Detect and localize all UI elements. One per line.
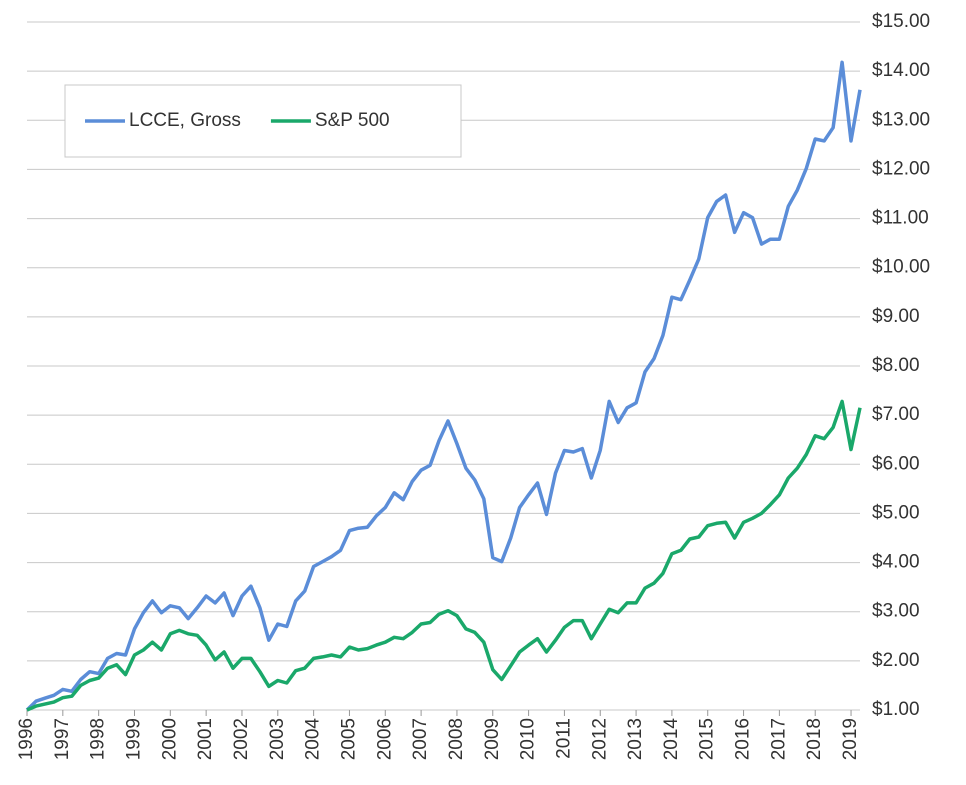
y-tick-label: $3.00 <box>872 601 920 622</box>
x-tick-label: 2010 <box>518 718 539 760</box>
x-tick-label: 2019 <box>840 718 861 760</box>
y-tick-label: $2.00 <box>872 650 920 671</box>
x-tick-label: 2008 <box>446 718 467 760</box>
legend-box <box>64 84 462 158</box>
x-tick-label: 2004 <box>303 718 324 761</box>
x-tick-label: 2017 <box>768 718 789 760</box>
x-tick-label: 2003 <box>267 718 288 760</box>
series-line <box>25 60 862 712</box>
x-tick-label: 2013 <box>625 718 646 760</box>
y-tick-label: $12.00 <box>872 158 930 179</box>
x-tick-label: 2009 <box>482 718 503 760</box>
x-tick-label: 2011 <box>553 718 574 759</box>
x-tick-label: 1999 <box>123 718 144 760</box>
y-tick-label: $6.00 <box>872 453 920 474</box>
x-tick-label: 2015 <box>697 718 718 760</box>
x-tick-label: 2002 <box>231 718 252 760</box>
y-tick-label: $14.00 <box>872 60 930 81</box>
x-tick-label: 2007 <box>410 718 431 760</box>
y-tick-label: $1.00 <box>872 699 920 720</box>
legend-label: S&P 500 <box>315 110 390 131</box>
x-tick-label: 2018 <box>804 718 825 760</box>
x-tick-label: 1998 <box>88 718 109 760</box>
x-tick-label: 2000 <box>159 718 180 760</box>
x-tick-label: 2001 <box>195 718 216 760</box>
y-tick-label: $9.00 <box>872 306 920 327</box>
y-tick-label: $10.00 <box>872 257 930 278</box>
legend-label: LCCE, Gross <box>129 110 241 131</box>
x-tick-label: 2016 <box>733 718 754 760</box>
y-tick-label: $13.00 <box>872 109 930 130</box>
y-tick-label: $15.00 <box>872 11 930 32</box>
y-tick-label: $5.00 <box>872 502 920 523</box>
x-tick-label: 2012 <box>589 718 610 760</box>
x-tick-label: 1997 <box>52 718 73 760</box>
x-tick-label: 2005 <box>338 718 359 760</box>
y-tick-label: $7.00 <box>872 404 920 425</box>
series-line <box>26 399 862 712</box>
y-tick-label: $4.00 <box>872 552 920 573</box>
y-tick-label: $8.00 <box>872 355 920 376</box>
x-tick-label: 2006 <box>374 718 395 760</box>
x-tick-label: 2014 <box>661 718 682 761</box>
y-tick-label: $11.00 <box>872 208 929 229</box>
x-tick-label: 1996 <box>16 718 37 760</box>
